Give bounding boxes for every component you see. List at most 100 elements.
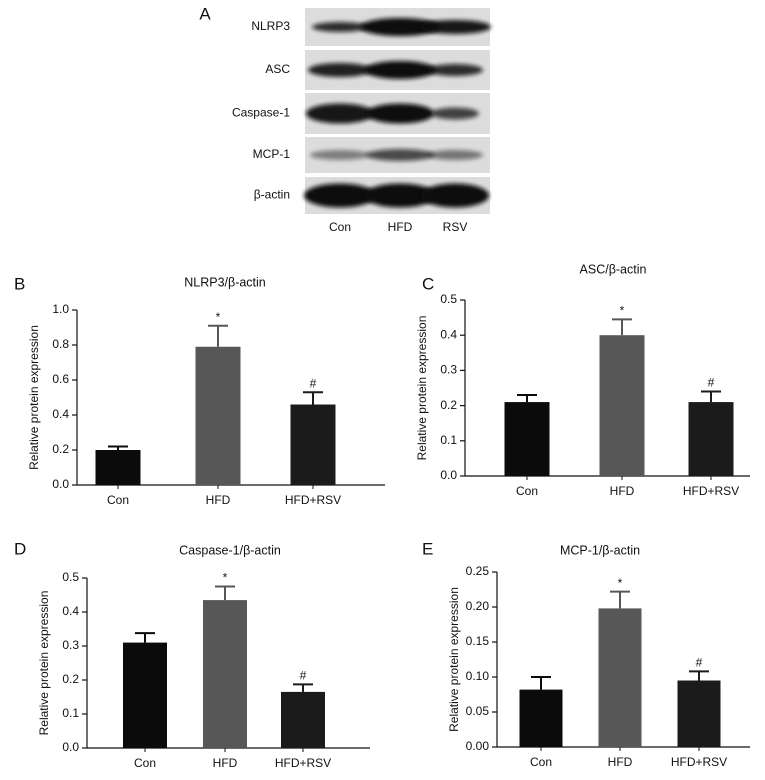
error-bar bbox=[208, 324, 228, 347]
band bbox=[312, 22, 368, 32]
x-tick-label: Con bbox=[530, 755, 552, 769]
error-bar bbox=[303, 391, 323, 405]
band bbox=[360, 18, 440, 36]
y-tick-label: 0.2 bbox=[52, 442, 69, 456]
row-label: MCP-1 bbox=[253, 147, 291, 161]
lane-label: Con bbox=[329, 220, 351, 234]
y-axis-label: Relative protein expression bbox=[415, 316, 429, 461]
error-bar bbox=[215, 585, 235, 601]
y-tick-label: 0.2 bbox=[62, 672, 79, 686]
row-label: β-actin bbox=[254, 188, 290, 202]
x-tick-label: Con bbox=[107, 493, 129, 507]
x-tick-label: HFD+RSV bbox=[275, 756, 331, 770]
panel-label: E bbox=[422, 539, 433, 558]
x-tick-label: Con bbox=[516, 484, 538, 498]
lane-label: RSV bbox=[443, 220, 468, 234]
y-tick-label: 0.20 bbox=[466, 599, 490, 613]
x-tick-label: HFD bbox=[608, 755, 633, 769]
band bbox=[364, 61, 436, 79]
x-tick-label: HFD+RSV bbox=[683, 484, 739, 498]
significance-mark: # bbox=[708, 376, 715, 390]
significance-mark: * bbox=[620, 304, 625, 318]
y-tick-label: 0.1 bbox=[62, 706, 79, 720]
x-tick-label: HFD bbox=[213, 756, 238, 770]
panel-label: D bbox=[14, 539, 26, 558]
band bbox=[427, 150, 483, 160]
band bbox=[431, 107, 479, 120]
y-tick-label: 1.0 bbox=[52, 302, 69, 316]
bar bbox=[519, 689, 563, 747]
bar bbox=[281, 691, 325, 748]
band bbox=[364, 183, 436, 208]
panel-label: C bbox=[422, 274, 434, 293]
y-tick-label: 0.4 bbox=[52, 407, 69, 421]
bar bbox=[599, 335, 645, 476]
bar bbox=[195, 346, 241, 485]
y-tick-label: 0.0 bbox=[440, 468, 457, 482]
y-tick-label: 0.0 bbox=[62, 740, 79, 754]
y-tick-label: 0.4 bbox=[62, 604, 79, 618]
bar bbox=[203, 600, 247, 748]
y-tick-label: 0.6 bbox=[52, 372, 69, 386]
y-tick-label: 0.8 bbox=[52, 337, 69, 351]
significance-mark: # bbox=[696, 656, 703, 670]
band bbox=[366, 103, 434, 124]
bar bbox=[123, 642, 167, 748]
significance-mark: * bbox=[618, 576, 623, 590]
bar bbox=[677, 680, 721, 747]
x-tick-label: HFD+RSV bbox=[671, 755, 727, 769]
y-axis-label: Relative protein expression bbox=[447, 587, 461, 732]
bar bbox=[290, 404, 336, 485]
y-tick-label: 0.15 bbox=[466, 634, 490, 648]
error-bar bbox=[135, 632, 155, 643]
chart-title: Caspase-1/β-actin bbox=[179, 543, 281, 557]
band bbox=[421, 183, 489, 208]
band bbox=[306, 103, 374, 124]
chart-title: NLRP3/β-actin bbox=[184, 275, 266, 289]
row-label: Caspase-1 bbox=[232, 106, 290, 120]
chart-title: MCP-1/β-actin bbox=[560, 543, 640, 557]
error-bar bbox=[610, 590, 630, 609]
y-axis-label: Relative protein expression bbox=[37, 591, 51, 736]
significance-mark: * bbox=[223, 571, 228, 585]
panel-label: B bbox=[14, 274, 25, 293]
error-bar bbox=[517, 394, 537, 403]
y-tick-label: 0.4 bbox=[440, 327, 457, 341]
y-tick-label: 0.2 bbox=[440, 398, 457, 412]
significance-mark: * bbox=[216, 310, 221, 324]
y-tick-label: 0.10 bbox=[466, 669, 490, 683]
y-tick-label: 0.1 bbox=[440, 433, 457, 447]
error-bar bbox=[701, 390, 721, 403]
y-tick-label: 0.25 bbox=[466, 564, 490, 578]
y-tick-label: 0.3 bbox=[440, 363, 457, 377]
significance-mark: # bbox=[300, 669, 307, 683]
y-axis-label: Relative protein expression bbox=[27, 325, 41, 470]
error-bar bbox=[108, 445, 128, 450]
x-tick-label: Con bbox=[134, 756, 156, 770]
x-tick-label: HFD bbox=[610, 484, 635, 498]
error-bar bbox=[689, 670, 709, 681]
band bbox=[427, 64, 483, 76]
row-label: ASC bbox=[265, 62, 290, 76]
y-tick-label: 0.5 bbox=[62, 570, 79, 584]
significance-mark: # bbox=[310, 376, 317, 390]
error-bar bbox=[612, 318, 632, 336]
band bbox=[304, 183, 376, 208]
y-tick-label: 0.05 bbox=[466, 704, 490, 718]
x-tick-label: HFD+RSV bbox=[285, 493, 341, 507]
lane-label: HFD bbox=[388, 220, 413, 234]
error-bar bbox=[531, 676, 551, 690]
bar bbox=[95, 450, 141, 485]
band bbox=[419, 20, 491, 34]
bar bbox=[688, 402, 734, 476]
y-tick-label: 0.0 bbox=[52, 477, 69, 491]
western-blot: NLRP3 ASC Caspase-1 MCP-1 β-actin Con HFD RSV bbox=[232, 8, 491, 234]
y-tick-label: 0.00 bbox=[466, 739, 490, 753]
panel-label: A bbox=[199, 4, 211, 23]
y-tick-label: 0.3 bbox=[62, 638, 79, 652]
band bbox=[366, 149, 434, 161]
row-label: NLRP3 bbox=[251, 19, 290, 33]
bar bbox=[504, 402, 550, 476]
error-bar bbox=[293, 683, 313, 692]
